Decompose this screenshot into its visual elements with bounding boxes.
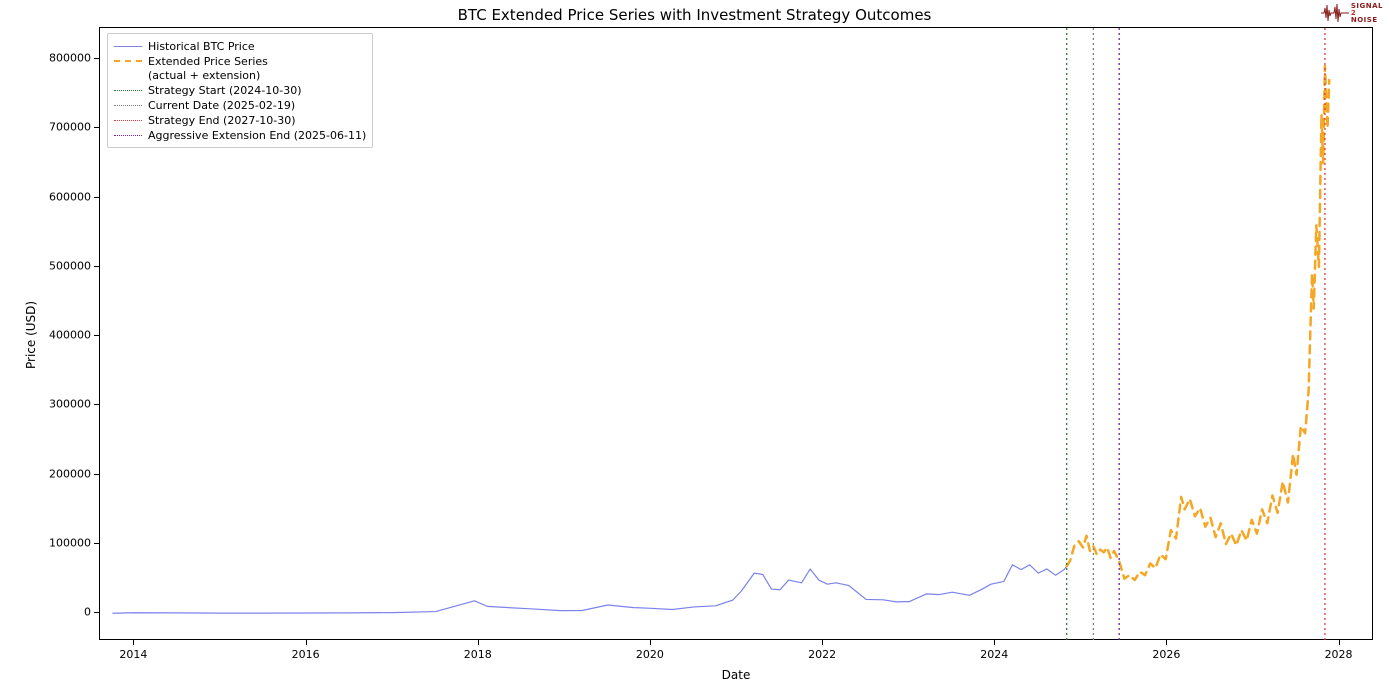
x-tick-label: 2014 [119,648,147,661]
chart-title: BTC Extended Price Series with Investmen… [0,6,1389,24]
legend-item-subline: (actual + extension) [114,69,366,82]
x-tick-mark [650,640,651,645]
x-tick-mark [478,640,479,645]
x-tick-label: 2018 [464,648,492,661]
legend-swatch [114,113,142,127]
legend-item: Extended Price Series [114,54,366,68]
legend-item: Strategy Start (2024-10-30) [114,83,366,97]
y-axis-label: Price (USD) [24,300,38,368]
y-tick-mark [94,543,99,544]
legend-label: Extended Price Series [148,55,268,68]
x-tick-mark [1166,640,1167,645]
x-tick-label: 2026 [1152,648,1180,661]
legend: Historical BTC Price Extended Price Serie… [107,33,373,148]
legend-swatch [114,39,142,53]
y-tick-label: 400000 [49,329,91,342]
x-tick-mark [306,640,307,645]
legend-swatch [114,83,142,97]
x-tick-label: 2020 [636,648,664,661]
figure: BTC Extended Price Series with Investmen… [0,0,1389,690]
y-tick-label: 500000 [49,259,91,272]
y-tick-label: 200000 [49,467,91,480]
x-tick-mark [133,640,134,645]
y-tick-label: 100000 [49,537,91,550]
legend-swatch [114,54,142,68]
x-tick-mark [822,640,823,645]
x-tick-label: 2028 [1325,648,1353,661]
legend-swatch [114,128,142,142]
y-tick-mark [94,335,99,336]
x-tick-label: 2024 [980,648,1008,661]
x-tick-mark [1339,640,1340,645]
y-tick-mark [94,127,99,128]
series-line [113,565,1067,613]
y-tick-mark [94,612,99,613]
y-tick-label: 800000 [49,52,91,65]
legend-item: Strategy End (2027-10-30) [114,113,366,127]
y-tick-label: 700000 [49,121,91,134]
legend-label: Current Date (2025-02-19) [148,99,295,112]
y-tick-mark [94,266,99,267]
x-tick-mark [994,640,995,645]
y-tick-label: 600000 [49,190,91,203]
y-tick-mark [94,197,99,198]
legend-sublabel: (actual + extension) [148,69,260,82]
watermark-text-3: NOISE [1351,17,1383,24]
y-tick-mark [94,474,99,475]
legend-item: Historical BTC Price [114,39,366,53]
legend-item: Aggressive Extension End (2025-06-11) [114,128,366,142]
x-tick-label: 2016 [292,648,320,661]
y-tick-mark [94,404,99,405]
watermark-logo: SIGNAL 2 NOISE [1321,2,1383,24]
legend-label: Strategy End (2027-10-30) [148,114,296,127]
series-line [1067,66,1330,580]
legend-item: Current Date (2025-02-19) [114,98,366,112]
legend-swatch [114,98,142,112]
x-axis-label: Date [99,668,1373,682]
x-tick-label: 2022 [808,648,836,661]
legend-label: Strategy Start (2024-10-30) [148,84,302,97]
y-tick-label: 0 [84,606,91,619]
legend-label: Historical BTC Price [148,40,255,53]
y-tick-mark [94,58,99,59]
y-tick-label: 300000 [49,398,91,411]
legend-label: Aggressive Extension End (2025-06-11) [148,129,366,142]
